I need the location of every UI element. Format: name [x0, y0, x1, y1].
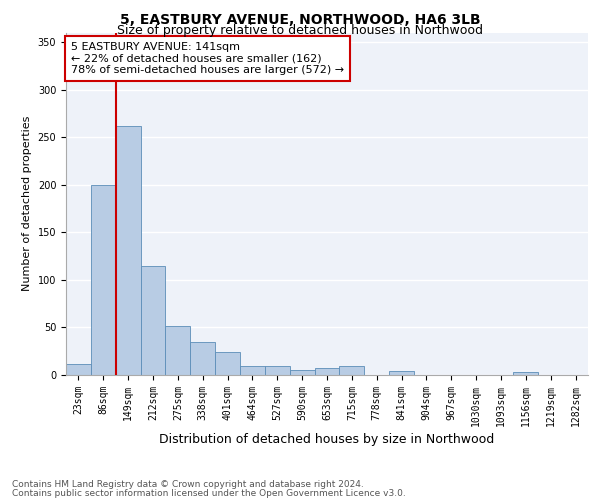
Bar — [240, 366, 265, 375]
Bar — [215, 352, 240, 375]
Bar — [140, 266, 166, 375]
Bar — [340, 366, 364, 375]
Bar — [314, 368, 340, 375]
Bar — [265, 366, 290, 375]
Bar — [290, 370, 314, 375]
Bar — [166, 326, 190, 375]
Bar — [66, 364, 91, 375]
Text: 5 EASTBURY AVENUE: 141sqm
← 22% of detached houses are smaller (162)
78% of semi: 5 EASTBURY AVENUE: 141sqm ← 22% of detac… — [71, 42, 344, 75]
Y-axis label: Number of detached properties: Number of detached properties — [22, 116, 32, 292]
Text: 5, EASTBURY AVENUE, NORTHWOOD, HA6 3LB: 5, EASTBURY AVENUE, NORTHWOOD, HA6 3LB — [119, 12, 481, 26]
X-axis label: Distribution of detached houses by size in Northwood: Distribution of detached houses by size … — [160, 433, 494, 446]
Bar — [116, 126, 140, 375]
Text: Contains public sector information licensed under the Open Government Licence v3: Contains public sector information licen… — [12, 488, 406, 498]
Bar — [91, 184, 116, 375]
Bar — [514, 372, 538, 375]
Text: Contains HM Land Registry data © Crown copyright and database right 2024.: Contains HM Land Registry data © Crown c… — [12, 480, 364, 489]
Text: Size of property relative to detached houses in Northwood: Size of property relative to detached ho… — [117, 24, 483, 37]
Bar — [190, 342, 215, 375]
Bar — [389, 371, 414, 375]
